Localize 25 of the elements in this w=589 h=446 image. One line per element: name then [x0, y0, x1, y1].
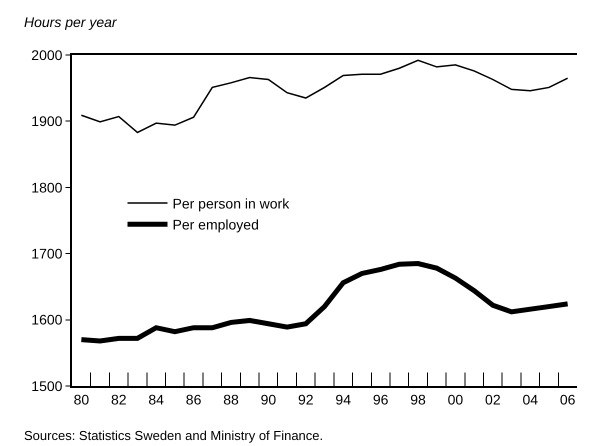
x-tick-label: 04: [522, 392, 538, 408]
y-tick-label: 1500: [31, 378, 63, 394]
x-tick-label: 84: [148, 392, 164, 408]
legend-label: Per employed: [172, 216, 259, 233]
x-tick-label: 80: [74, 392, 90, 408]
x-tick-label: 86: [186, 392, 202, 408]
line-series: [80, 60, 568, 134]
x-tick-label: 92: [298, 392, 314, 408]
x-tick-label: 90: [260, 392, 276, 408]
x-tick-label: 96: [372, 392, 389, 408]
x-tick-label: 06: [560, 392, 576, 408]
y-tick-label: 1900: [31, 113, 63, 130]
y-tick-label: 1700: [31, 246, 63, 262]
x-tick-label: 02: [485, 392, 501, 408]
source-note: Sources: Statistics Sweden and Ministry of Finance.: [24, 428, 324, 443]
legend-label: Per person in work: [172, 195, 290, 212]
x-tick-label: 98: [410, 392, 426, 408]
x-tick-label: 00: [448, 392, 464, 408]
x-tick-label: 88: [223, 392, 239, 408]
x-tick-label: 82: [110, 392, 127, 408]
y-tick-label: 2000: [31, 46, 63, 63]
x-tick-label: 94: [335, 392, 352, 408]
chart-subtitle: Hours per year: [24, 14, 118, 30]
y-tick-label: 1800: [31, 179, 63, 196]
y-tick-label: 1600: [31, 312, 63, 328]
